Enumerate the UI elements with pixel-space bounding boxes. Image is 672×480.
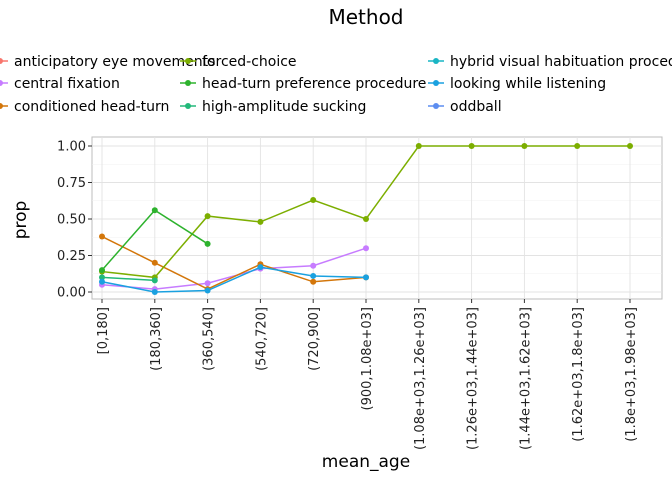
x-tick-label: (1.8e+03,1.98e+03] [624, 307, 639, 442]
x-tick-label: (1.08e+03,1.26e+03] [413, 307, 428, 450]
data-point [363, 274, 369, 281]
legend-entry: high-amplitude sucking [180, 99, 366, 115]
legend-entry: conditioned head-turn [0, 99, 169, 115]
legend-key-point [185, 103, 191, 109]
x-axis-title: mean_age [322, 452, 410, 472]
legend-entry: forced-choice [180, 54, 297, 70]
legend-title: Method [328, 5, 403, 29]
y-tick-label: 0.50 [57, 213, 86, 228]
data-point [151, 289, 158, 295]
data-point [204, 280, 211, 287]
legend-key-point [433, 103, 439, 109]
legend-label: looking while listening [450, 76, 606, 92]
legend-entry: head-turn preference procedure [180, 76, 426, 92]
x-axis: [0,180] (180,360] (360,540] (540,720] (720,9… [96, 299, 639, 450]
data-point [415, 143, 422, 149]
data-point [257, 264, 264, 271]
legend-label: forced-choice [202, 54, 297, 70]
data-point [627, 143, 633, 149]
x-tick-label: (540,720] [254, 307, 269, 371]
y-axis-title: prop [11, 201, 31, 240]
series-line [101, 266, 367, 293]
data-point [363, 216, 369, 222]
data-point [310, 272, 317, 279]
y-tick-label: 0.75 [57, 176, 86, 191]
legend-entry: anticipatory eye movements [0, 54, 215, 70]
data-point [204, 213, 211, 220]
legend-key-point [185, 80, 191, 86]
data-point [99, 233, 105, 240]
legend-label: oddball [450, 99, 502, 115]
data-point [310, 197, 317, 204]
legend-key-point [433, 80, 439, 86]
data-point [363, 245, 369, 252]
y-axis: 0.00 0.25 0.50 0.75 1.00 [57, 140, 92, 301]
legend-entry: hybrid visual habituation procedure [428, 54, 672, 70]
data-point [99, 274, 105, 281]
x-tick-label: [0,180] [96, 307, 111, 354]
legend-label: central fixation [14, 76, 120, 92]
data-point [151, 259, 158, 266]
grid [92, 137, 662, 299]
x-tick-label: (900,1.08e+03] [360, 307, 375, 410]
data-point [151, 207, 158, 214]
y-tick-label: 0.00 [57, 286, 86, 301]
data-point [468, 143, 475, 149]
series-line [101, 235, 367, 290]
x-tick-label: (360,540] [202, 307, 217, 371]
data-point [310, 278, 317, 285]
legend-entry: looking while listening [428, 76, 606, 92]
legend-entry: oddball [428, 99, 502, 115]
x-tick-label: (720,900] [307, 307, 322, 371]
legend-key-point [0, 103, 3, 109]
legend-label: head-turn preference procedure [202, 76, 426, 92]
data-point [99, 267, 105, 274]
legend-entry: central fixation [0, 76, 120, 92]
x-tick-label: (1.44e+03,1.62e+03] [518, 307, 533, 450]
x-tick-label: (180,360] [149, 307, 164, 371]
y-tick-label: 0.25 [57, 249, 86, 264]
legend-label: conditioned head-turn [14, 99, 169, 115]
legend-key-point [0, 58, 3, 64]
x-tick-label: (1.26e+03,1.44e+03] [466, 307, 481, 450]
data-point [574, 143, 581, 149]
data-point [204, 240, 211, 247]
data-point [99, 278, 105, 285]
data-point [151, 277, 158, 284]
legend-key-point [433, 58, 439, 64]
legend-label: anticipatory eye movements [14, 54, 215, 70]
series-line [101, 276, 155, 282]
data-point [521, 143, 528, 149]
data-point [257, 218, 264, 225]
legend-label: hybrid visual habituation procedure [450, 54, 672, 70]
legend-label: high-amplitude sucking [202, 99, 366, 115]
series-layer [99, 143, 633, 295]
x-tick-label: (1.62e+03,1.8e+03] [571, 307, 586, 442]
data-point [310, 262, 317, 269]
legend-key-point [185, 58, 191, 64]
legend-key-point [0, 80, 3, 86]
data-point [204, 287, 211, 294]
y-tick-label: 1.00 [57, 140, 86, 155]
legend: anticipatory eye movements central fixati… [0, 54, 672, 115]
